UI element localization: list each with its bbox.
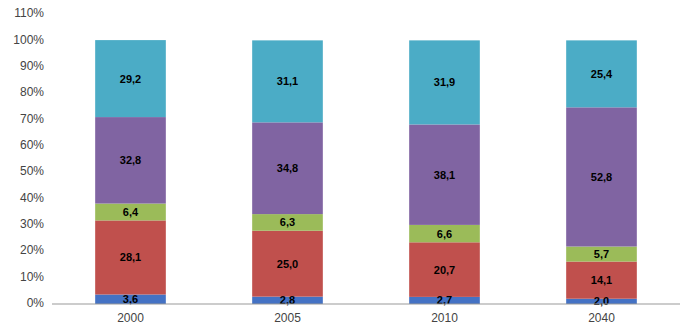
y-tick-label: 80%: [20, 85, 44, 99]
bar-segment: [566, 107, 637, 246]
data-label: 32,8: [120, 154, 141, 166]
y-tick-label: 10%: [20, 270, 44, 284]
y-axis: 0% 10% 20% 30% 40% 50% 60% 70% 80% 90% 100% 110%: [13, 6, 44, 310]
data-label: 6,4: [123, 206, 139, 218]
y-tick-label: 70%: [20, 112, 44, 126]
series: [95, 204, 637, 262]
data-label: 34,8: [277, 162, 298, 174]
bar-segment: [252, 122, 323, 214]
data-label: 20,7: [434, 264, 455, 276]
bars: [95, 40, 637, 304]
bar-segment: [95, 117, 166, 203]
x-tick-label: 2010: [431, 311, 458, 325]
y-tick-label: 50%: [20, 164, 44, 178]
data-label: 38,1: [434, 169, 455, 181]
bar-segment: [95, 40, 166, 117]
bar-segment: [95, 220, 166, 294]
bar-segment: [95, 204, 166, 221]
y-tick-label: 40%: [20, 191, 44, 205]
bar-segment: [409, 124, 480, 224]
y-tick-label: 90%: [20, 59, 44, 73]
data-label: 2,7: [437, 294, 452, 306]
x-tick-label: 2005: [274, 311, 301, 325]
x-axis: 2000 2005 2010 2040: [52, 304, 680, 325]
data-label: 31,1: [277, 75, 298, 87]
bar-segment: [252, 214, 323, 231]
chart-svg: 0% 10% 20% 30% 40% 50% 60% 70% 80% 90% 100% 110% 3,6…: [0, 0, 696, 336]
bar-segment: [566, 247, 637, 262]
data-label: 25,4: [591, 68, 613, 80]
data-label: 2,0: [594, 295, 609, 307]
data-label: 6,3: [280, 216, 295, 228]
data-label: 25,0: [277, 258, 298, 270]
data-label: 2,8: [280, 294, 295, 306]
data-label: 31,9: [434, 76, 455, 88]
series: [95, 220, 637, 298]
bar-segment: [252, 40, 323, 122]
bar-segment: [409, 242, 480, 297]
bar-segment: [252, 231, 323, 297]
series: [95, 40, 637, 124]
y-tick-label: 100%: [13, 33, 44, 47]
x-tick-label: 2040: [588, 311, 615, 325]
y-tick-label: 60%: [20, 138, 44, 152]
y-tick-label: 30%: [20, 217, 44, 231]
bar-segment: [566, 262, 637, 299]
x-axis-line: [52, 304, 680, 305]
x-tick-label: 2000: [117, 311, 144, 325]
data-label: 14,1: [591, 274, 612, 286]
series: [95, 295, 637, 304]
data-label: 28,1: [120, 251, 141, 263]
bar-segment: [409, 225, 480, 242]
data-label: 3,6: [123, 293, 138, 305]
bar-segment: [566, 40, 637, 107]
chart-container: 0% 10% 20% 30% 40% 50% 60% 70% 80% 90% 100% 110% 3,6…: [0, 0, 696, 336]
data-label: 52,8: [591, 171, 612, 183]
y-tick-label: 0%: [27, 296, 45, 310]
data-label: 5,7: [594, 248, 609, 260]
bar-segment: [409, 40, 480, 124]
series: [95, 107, 637, 246]
y-tick-label: 20%: [20, 243, 44, 257]
y-tick-label: 110%: [14, 6, 44, 20]
data-labels: 3,6 2,8 2,7 2,0 28,1 25,0 20,7 14,1 6,4 6,3 6,6 5,7…: [120, 68, 613, 308]
data-label: 6,6: [437, 228, 452, 240]
data-label: 29,2: [120, 73, 141, 85]
